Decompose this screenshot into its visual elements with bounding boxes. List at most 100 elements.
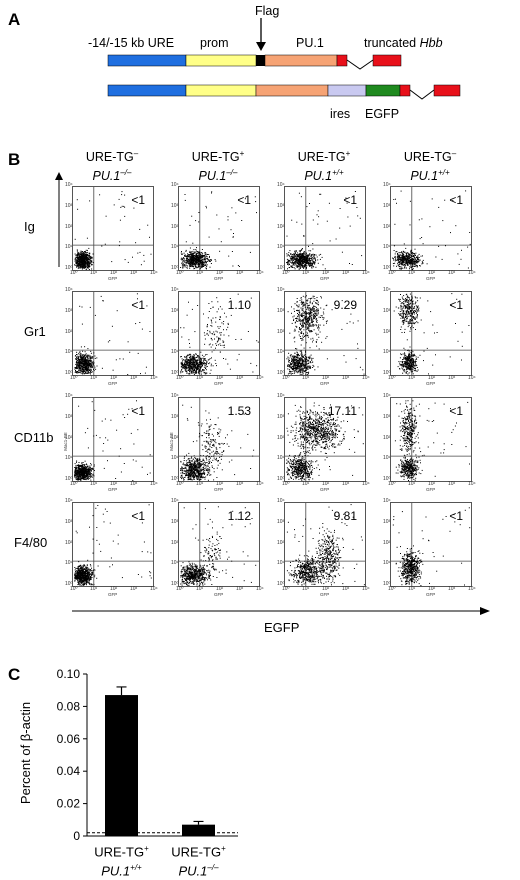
percentage-label: <1 <box>449 509 463 523</box>
plot-y-tick: 10¹ <box>277 244 284 250</box>
plot-y-tick: 10⁰ <box>277 370 285 376</box>
plot-y-tick: 10⁰ <box>277 581 285 587</box>
header-sup2: –/– <box>120 168 131 177</box>
plot-y-tick: 10⁴ <box>171 393 179 399</box>
plot-x-tick: 10² <box>322 375 329 381</box>
plot-y-tick: 10³ <box>171 519 178 525</box>
flow-plot-3-4: <1 <box>390 397 472 482</box>
plot-x-tick: 10³ <box>130 586 137 592</box>
plot-y-tick: 10⁴ <box>65 182 73 188</box>
plot-x-tick: 10³ <box>448 481 455 487</box>
egfp-axis-label: EGFP <box>264 620 299 635</box>
plot-y-tick: 10³ <box>383 414 390 420</box>
hbb-segment-4 <box>434 85 460 96</box>
plot-x-tick: 10⁴ <box>150 375 158 381</box>
flow-plot-4-4: <1 <box>390 502 472 587</box>
flow-plot-3-1: <1 <box>72 397 154 482</box>
flow-plot-2-4: <1 <box>390 291 472 376</box>
plot-y-tick: 10⁴ <box>277 498 285 504</box>
plot-y-tick: 10³ <box>65 414 72 420</box>
construct-1 <box>108 55 401 69</box>
plot-x-axis-name: GFP <box>108 381 117 386</box>
row-label-ig: Ig <box>24 219 35 234</box>
plot-x-tick: 10² <box>110 270 117 276</box>
plot-x-tick: 10³ <box>130 481 137 487</box>
intron-line-2 <box>410 90 434 99</box>
construct-2 <box>108 85 460 99</box>
plot-x-tick: 10² <box>216 375 223 381</box>
percentage-label: 1.10 <box>228 298 251 312</box>
hbb-segment-1 <box>337 55 347 66</box>
plot-x-tick: 10² <box>428 586 435 592</box>
plot-y-tick: 10² <box>383 435 390 441</box>
header-line1: URE-TG <box>404 150 452 164</box>
plot-y-tick: 10³ <box>171 414 178 420</box>
plot-x-tick: 10² <box>322 270 329 276</box>
plot-x-tick: 10¹ <box>302 270 309 276</box>
panel-b-letter: B <box>8 150 20 170</box>
flow-plot-1-1: <1 <box>72 186 154 271</box>
ure-label: -14/-15 kb URE <box>88 36 174 50</box>
plot-x-axis-name: GFP <box>108 592 117 597</box>
plot-y-tick: 10³ <box>65 308 72 314</box>
plot-x-tick: 10³ <box>342 481 349 487</box>
flow-plot-1-4: <1 <box>390 186 472 271</box>
plot-y-tick: 10² <box>383 540 390 546</box>
plot-x-tick: 10¹ <box>408 586 415 592</box>
percentage-label: <1 <box>131 404 145 418</box>
plot-x-tick: 10³ <box>130 270 137 276</box>
percentage-label: 1.53 <box>228 404 251 418</box>
flow-plot-2-1: <1 <box>72 291 154 376</box>
row-label-f480: F4/80 <box>14 535 47 550</box>
plot-y-tick: 10³ <box>171 203 178 209</box>
flow-plot-4-1: <1 <box>72 502 154 587</box>
plot-x-tick: 10³ <box>130 375 137 381</box>
percentage-label: <1 <box>343 193 357 207</box>
percentage-label: 9.29 <box>334 298 357 312</box>
plot-x-axis-name: GFP <box>426 276 435 281</box>
header-sup2: +/+ <box>438 168 450 177</box>
plot-y-tick: 10⁰ <box>383 476 391 482</box>
plot-y-tick: 10² <box>65 540 72 546</box>
plot-y-tick: 10² <box>277 224 284 230</box>
plot-y-tick: 10² <box>65 224 72 230</box>
percentage-label: <1 <box>449 404 463 418</box>
flow-plot-4-2: 1.12 <box>178 502 260 587</box>
header-line1: URE-TG <box>298 150 346 164</box>
plot-x-tick: 10⁴ <box>362 481 370 487</box>
plot-x-tick: 10¹ <box>90 270 97 276</box>
plot-x-tick: 10⁴ <box>468 481 476 487</box>
truncated-hbb-label: truncated Hbb <box>364 36 443 50</box>
chart-category-label-2: URE-TG+PU.1–/– <box>154 841 244 880</box>
column-header-1: URE-TG–PU.1–/– <box>67 146 157 184</box>
header-sup2: –/– <box>226 168 237 177</box>
plot-x-tick: 10³ <box>342 375 349 381</box>
plot-y-tick: 10³ <box>277 414 284 420</box>
plot-y-tick: 10⁰ <box>65 581 73 587</box>
percentage-label: <1 <box>449 193 463 207</box>
plot-y-axis-name: Mac1-PE <box>169 432 174 451</box>
plot-y-tick: 10³ <box>277 203 284 209</box>
plot-y-tick: 10⁰ <box>383 370 391 376</box>
chart-y-tick-label: 0.02 <box>57 797 81 811</box>
chart-error-bar-1 <box>117 687 127 695</box>
pu1-label: PU.1 <box>296 36 324 50</box>
plot-x-tick: 10² <box>322 481 329 487</box>
plot-x-tick: 10¹ <box>90 481 97 487</box>
plot-x-tick: 10² <box>110 481 117 487</box>
plot-y-tick: 10⁰ <box>383 265 391 271</box>
plot-y-tick: 10² <box>277 435 284 441</box>
plot-y-tick: 10¹ <box>65 349 72 355</box>
plot-y-tick: 10¹ <box>277 560 284 566</box>
plot-x-axis-name: GFP <box>426 592 435 597</box>
plot-y-tick: 10⁴ <box>277 393 285 399</box>
hbb-segment-3 <box>400 85 410 96</box>
plot-y-tick: 10¹ <box>277 349 284 355</box>
plot-x-tick: 10¹ <box>302 586 309 592</box>
plot-x-tick: 10¹ <box>196 375 203 381</box>
plot-x-axis-name: GFP <box>214 381 223 386</box>
plot-y-tick: 10² <box>277 329 284 335</box>
header-line2: PU.1 <box>304 169 332 183</box>
header-sup1: + <box>144 844 149 853</box>
prom-segment <box>186 55 256 66</box>
